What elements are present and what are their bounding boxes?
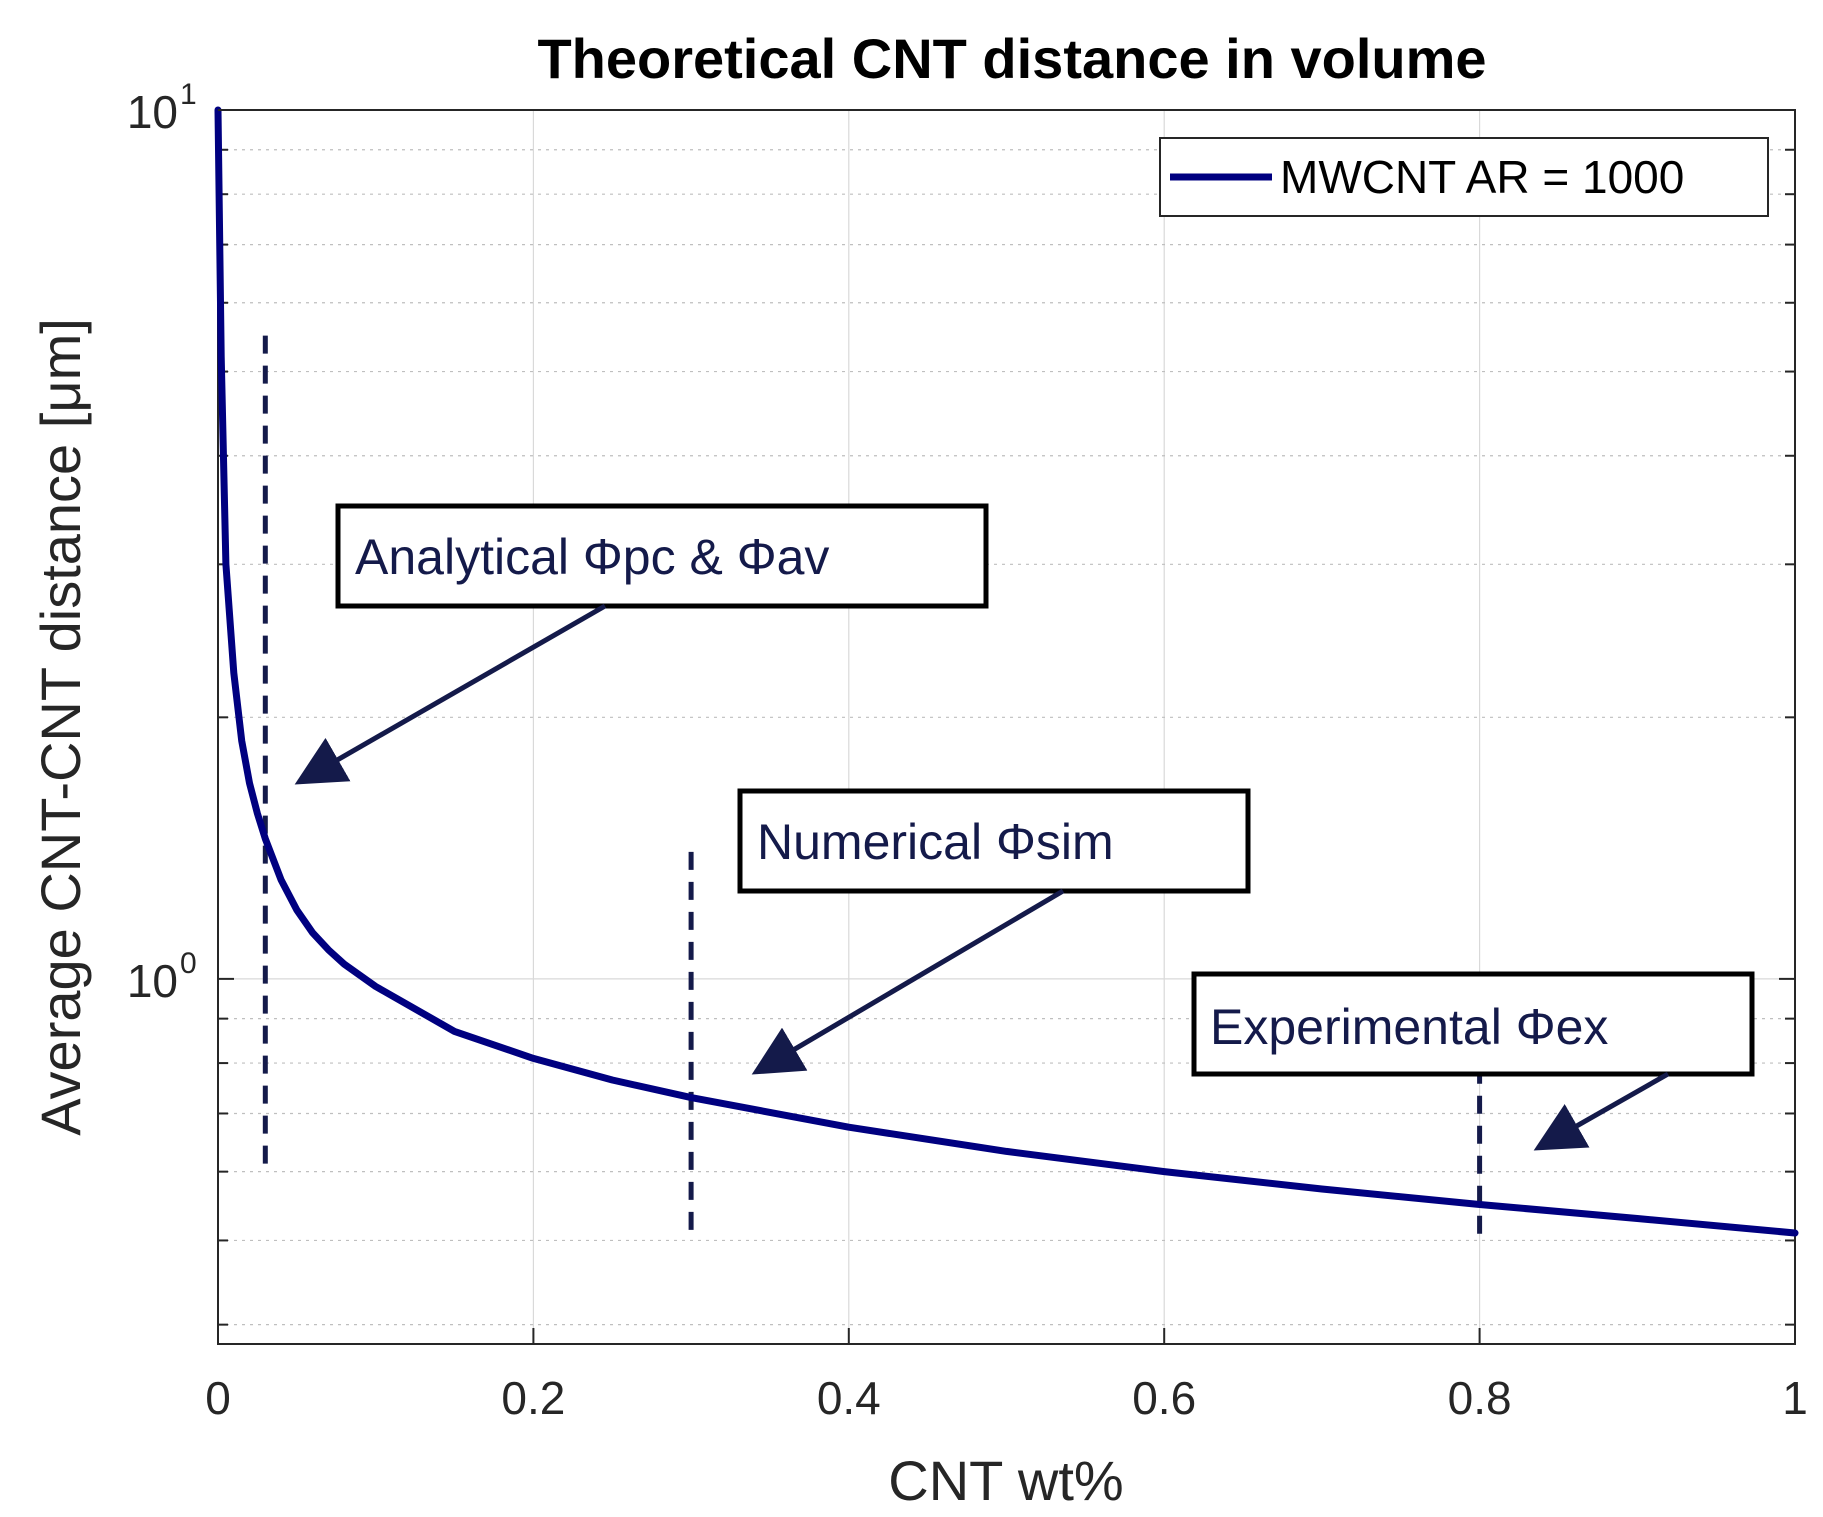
annotation-analytical-box <box>335 503 989 609</box>
x-tick-label: 0 <box>205 1372 231 1424</box>
y-tick-exponent: 1 <box>180 78 197 111</box>
series-layer <box>214 106 1799 1237</box>
annotation-numerical-arrow <box>751 888 1065 1075</box>
plot-area-frame <box>217 109 1796 1345</box>
legend: MWCNT AR = 1000 <box>1159 137 1769 217</box>
annotation-analytical-arrow <box>294 603 607 785</box>
annotation-experimental-box <box>1191 971 1755 1077</box>
annotation-experimental-arrow <box>1533 1071 1670 1151</box>
annotation-experimental-text: Experimental Φex <box>1210 999 1608 1055</box>
grid <box>217 109 1796 1344</box>
annotation-analytical: Analytical Φpc & Φav <box>294 503 989 785</box>
x-tick-label: 0.6 <box>1132 1372 1196 1424</box>
y-axis-label: Average CNT-CNT distance [μm] <box>29 318 92 1136</box>
annotation-analytical-text: Analytical Φpc & Φav <box>355 529 829 585</box>
x-tick-label: 0.4 <box>817 1372 881 1424</box>
chart-title: Theoretical CNT distance in volume <box>537 27 1486 90</box>
x-tick-label: 0.2 <box>501 1372 565 1424</box>
x-tick-label: 0.8 <box>1448 1372 1512 1424</box>
x-axis-label: CNT wt% <box>888 1449 1123 1512</box>
x-tick-label: 1 <box>1782 1372 1808 1424</box>
y-tick-exponent: 0 <box>180 947 197 980</box>
reference-lines <box>262 335 1483 1241</box>
annotation-experimental: Experimental Φex <box>1191 971 1755 1151</box>
legend-label: MWCNT AR = 1000 <box>1280 151 1684 203</box>
annotation-numerical-text: Numerical Φsim <box>757 814 1114 870</box>
y-tick-label: 10 <box>127 86 178 138</box>
series-line <box>214 106 1799 1237</box>
annotation-numerical: Numerical Φsim <box>737 788 1251 1075</box>
y-tick-label: 10 <box>127 955 178 1007</box>
annotation-numerical-box <box>737 788 1251 894</box>
